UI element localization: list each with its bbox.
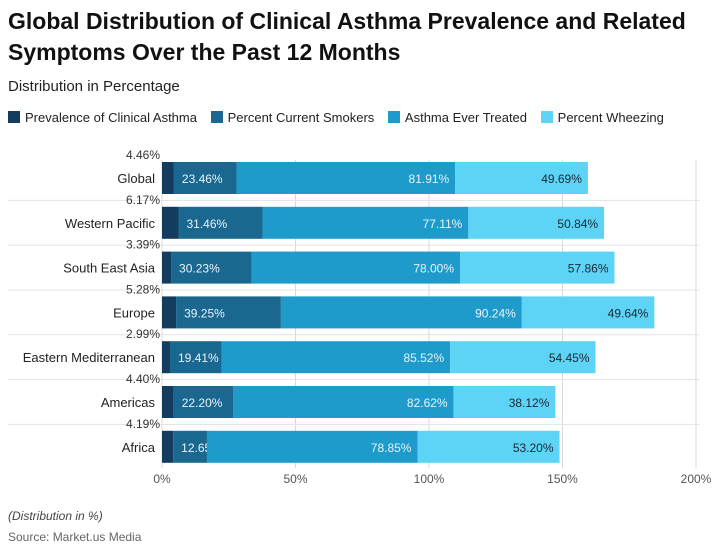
bar-segment: [453, 386, 556, 418]
data-label: 38.12%: [509, 396, 550, 410]
bar-segment: [171, 251, 252, 284]
bar-segment: [162, 162, 174, 194]
bar-segment: [233, 386, 454, 418]
bar-segment: [162, 430, 174, 463]
x-tick-label: 100%: [414, 472, 445, 486]
data-label: 3.39%: [126, 238, 160, 252]
category-label: Americas: [101, 395, 156, 410]
legend-swatch-wheezing: [540, 111, 553, 123]
legend-swatch-treated: [387, 111, 400, 123]
bar-segment: [460, 251, 615, 284]
bar-segment: [206, 430, 418, 463]
bar-segment: [173, 386, 234, 418]
legend-label: Percent Current Smokers: [227, 110, 375, 125]
bar-segment: [468, 206, 605, 239]
chart-subtitle: Distribution in Percentage: [8, 78, 180, 95]
data-label: 78.85%: [371, 441, 412, 455]
legend-item-prevalence: Prevalence of Clinical Asthma: [8, 108, 197, 128]
bar-segment: [455, 162, 588, 194]
bar-segment: [162, 296, 177, 329]
x-tick-label: 50%: [283, 472, 307, 486]
data-label: 53.20%: [513, 441, 554, 455]
bar-segment: [162, 341, 170, 374]
legend-label: Asthma Ever Treated: [404, 110, 528, 125]
data-label: 4.40%: [126, 372, 160, 386]
source: Source: Market.us Media: [8, 530, 142, 544]
bar-segment: [176, 296, 281, 329]
legend-label: Prevalence of Clinical Asthma: [25, 110, 197, 125]
legend-swatch-smokers: [210, 111, 223, 123]
data-label: 31.46%: [186, 217, 227, 231]
bar-segment: [169, 341, 222, 374]
data-label: 39.25%: [184, 306, 225, 320]
x-tick-label: 200%: [681, 472, 712, 486]
data-label: 19.41%: [178, 351, 219, 365]
bar-segment: [173, 162, 237, 194]
bar-segment: [280, 296, 522, 329]
data-label: 77.11%: [423, 217, 463, 231]
bar-segment: [417, 430, 560, 463]
data-label: 81.91%: [409, 172, 450, 186]
legend-item-wheezing: Percent Wheezing: [540, 110, 664, 125]
category-label: Eastern Mediterranean: [23, 350, 155, 365]
legend-label: Percent Wheezing: [557, 110, 664, 125]
footnote: (Distribution in %): [8, 509, 103, 523]
category-label: Western Pacific: [65, 216, 156, 231]
data-label: 22.20%: [182, 396, 223, 410]
data-label: 54.45%: [549, 351, 590, 365]
data-label: 5.28%: [126, 282, 160, 296]
legend-item-treated: Asthma Ever Treated: [387, 108, 528, 128]
bar-segment: [178, 206, 263, 239]
data-label: 78.00%: [413, 262, 454, 276]
data-label: 23.46%: [182, 172, 223, 186]
bar-segment: [173, 430, 207, 463]
x-tick-label: 0%: [153, 472, 171, 486]
data-label: 85.52%: [403, 351, 444, 365]
bar-segment: [251, 251, 461, 284]
data-label: 90.24%: [475, 306, 516, 320]
category-label: Europe: [113, 305, 155, 320]
bar-segment: [162, 206, 179, 239]
data-label: 2.99%: [126, 327, 160, 341]
bar-segment: [521, 296, 655, 329]
bar-segment: [162, 251, 172, 284]
data-label: 49.64%: [608, 306, 649, 320]
legend-item-smokers: Percent Current Smokers: [210, 108, 375, 128]
bar-segment: [162, 386, 174, 418]
chart-title: Global Distribution of Clinical Asthma P…: [8, 8, 686, 65]
data-label: 4.46%: [126, 148, 160, 162]
bar-segment: [262, 206, 469, 239]
data-label: 4.19%: [126, 417, 160, 431]
category-label: Africa: [122, 440, 156, 455]
bar-segment: [221, 341, 451, 374]
category-label: Global: [117, 171, 155, 186]
legend-swatch-prevalence: [8, 111, 20, 123]
bar-segment: [450, 341, 596, 374]
data-label: 57.86%: [568, 262, 609, 276]
bar-segment: [236, 162, 456, 194]
data-label: 82.62%: [407, 396, 448, 410]
category-label: South East Asia: [63, 261, 156, 276]
data-label: 49.69%: [541, 172, 582, 186]
legend: Prevalence of Clinical Asthma Percent Cu…: [8, 108, 708, 128]
x-tick-label: 150%: [547, 472, 578, 486]
data-label: 6.17%: [126, 193, 160, 207]
data-label: 30.23%: [179, 262, 220, 276]
data-label: 50.84%: [557, 217, 598, 231]
